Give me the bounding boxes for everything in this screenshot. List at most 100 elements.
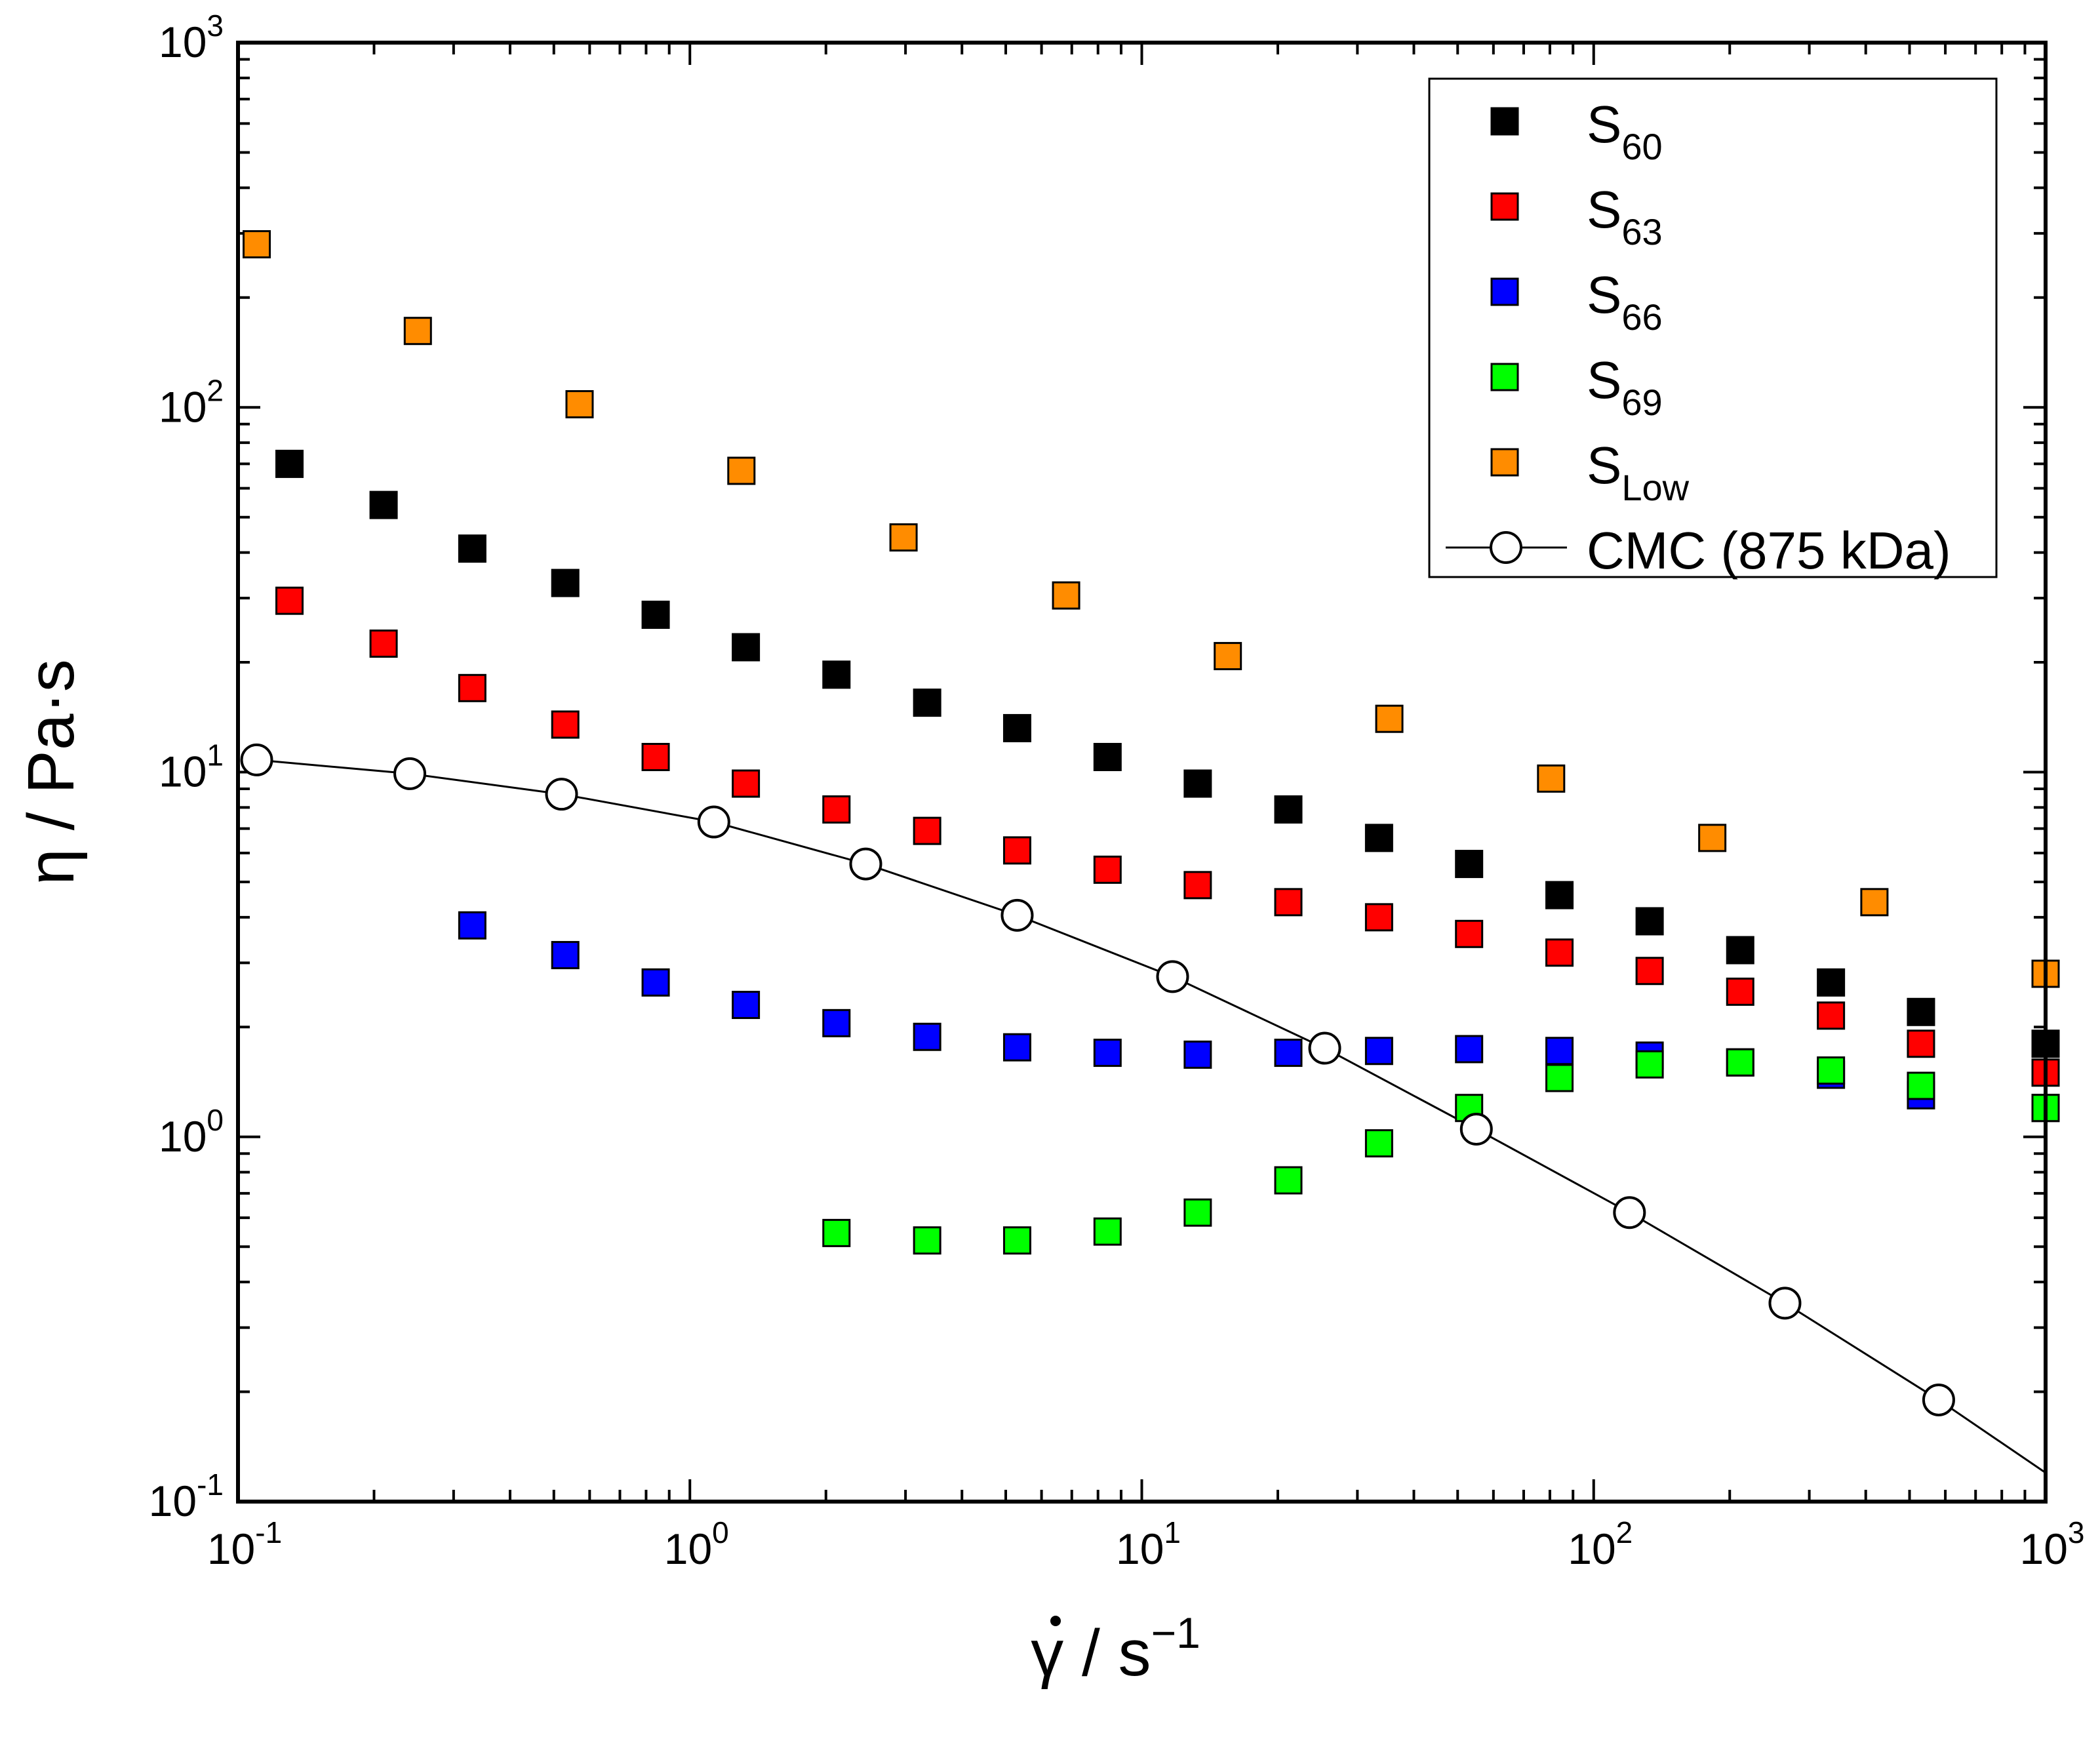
legend-marker: [1490, 192, 1519, 221]
legend-marker: [1490, 531, 1522, 564]
point-s60: [913, 689, 941, 717]
point-s63: [913, 816, 941, 845]
point-s63: [458, 673, 486, 702]
legend-label: CMC (875 kDa): [1587, 521, 1951, 580]
point-s69: [1907, 1071, 1935, 1100]
point-cmc-875-kda: [1308, 1031, 1341, 1065]
point-s63: [1093, 855, 1122, 884]
x-tick-labels: 10-1 100 101 102 103: [207, 1515, 2085, 1573]
point-s69: [1002, 1226, 1031, 1255]
point-slow: [243, 230, 271, 259]
point-s63: [1364, 903, 1393, 932]
y-tick-labels: 10-1 100 101 102 103: [149, 9, 224, 1525]
point-s66: [732, 991, 761, 1020]
point-s63: [1274, 888, 1303, 917]
legend-item-s69: S69: [1490, 351, 1663, 423]
point-s63: [1545, 938, 1574, 967]
point-slow: [1214, 642, 1242, 671]
legend-label: S66: [1587, 266, 1663, 338]
x-tick-label: 10-1: [207, 1515, 282, 1573]
point-s60: [1274, 795, 1303, 824]
point-cmc-875-kda: [1768, 1287, 1802, 1320]
point-cmc-875-kda: [849, 847, 882, 881]
x-axis-label-rest: / s: [1063, 1616, 1151, 1690]
point-slow: [1698, 824, 1727, 852]
plot-frame: [236, 41, 2048, 1504]
point-s60: [1183, 769, 1212, 798]
point-cmc-875-kda: [1459, 1112, 1493, 1146]
point-slow: [727, 456, 756, 485]
point-s66: [1545, 1037, 1574, 1066]
point-s63: [1183, 871, 1212, 900]
point-cmc-875-kda: [697, 805, 730, 839]
y-tick-label: 10-1: [149, 1467, 224, 1525]
point-s63: [275, 586, 304, 615]
point-s66: [1455, 1035, 1484, 1064]
point-s60: [1635, 907, 1664, 936]
point-s66: [913, 1022, 941, 1051]
point-s60: [1907, 997, 1935, 1026]
legend-marker: [1490, 448, 1519, 477]
legend-label: S60: [1587, 95, 1663, 167]
legend-item-s66: S66: [1490, 266, 1663, 338]
point-s63: [1002, 836, 1031, 865]
legend-marker: [1490, 363, 1519, 391]
point-slow: [1537, 764, 1566, 793]
y-tick-label: 103: [159, 9, 224, 66]
y-tick-label: 100: [159, 1103, 224, 1161]
point-slow: [403, 317, 432, 346]
legend-item-cmc-875-kda: CMC (875 kDa): [1446, 521, 1951, 580]
point-cmc-875-kda: [1000, 898, 1034, 932]
point-s63: [369, 629, 398, 658]
point-s66: [1183, 1040, 1212, 1069]
legend-label: S69: [1587, 351, 1663, 423]
point-cmc-875-kda: [393, 757, 427, 790]
x-axis-label: γ / s−1: [1031, 1608, 1200, 1690]
point-s60: [1545, 881, 1574, 909]
legend-marker: [1490, 107, 1519, 136]
data-points: [240, 230, 2060, 1416]
point-s69: [1817, 1056, 1846, 1085]
point-s60: [1093, 742, 1122, 771]
legend-label: S63: [1587, 180, 1663, 252]
point-s60: [1364, 824, 1393, 852]
point-slow: [1052, 581, 1080, 610]
point-slow: [889, 523, 918, 552]
legend-item-s63: S63: [1490, 180, 1663, 252]
point-s60: [369, 490, 398, 519]
point-s69: [1183, 1198, 1212, 1227]
x-axis-label-group: γ / s−1: [1031, 1608, 1200, 1690]
point-slow: [1860, 888, 1889, 917]
y-axis-label-group: η / Pa·s: [14, 659, 88, 885]
x-axis-label-symbol: γ: [1031, 1616, 1063, 1690]
point-s69: [1093, 1217, 1122, 1246]
point-s63: [1817, 1001, 1846, 1030]
point-s60: [458, 534, 486, 563]
point-s60: [1002, 713, 1031, 742]
point-s60: [732, 633, 761, 662]
point-s63: [732, 769, 761, 798]
point-s69: [1545, 1064, 1574, 1092]
point-s60: [275, 449, 304, 478]
point-cmc-875-kda: [545, 778, 578, 811]
point-cmc-875-kda: [1613, 1196, 1646, 1229]
point-s66: [551, 941, 580, 970]
point-s63: [1726, 977, 1754, 1006]
legend-item-slow: SLow: [1490, 436, 1690, 508]
point-s69: [913, 1226, 941, 1255]
point-s66: [1274, 1039, 1303, 1068]
legend-label: SLow: [1587, 436, 1690, 508]
point-s60: [641, 601, 670, 629]
point-s66: [641, 968, 670, 997]
x-tick-label: 100: [664, 1515, 729, 1573]
point-s60: [551, 569, 580, 597]
x-tick-label: 103: [2019, 1515, 2084, 1573]
point-s60: [1726, 936, 1754, 965]
point-s69: [1635, 1050, 1664, 1079]
point-slow: [1375, 704, 1404, 733]
point-s63: [1907, 1029, 1935, 1058]
x-tick-label: 101: [1116, 1515, 1181, 1573]
legend-marker: [1490, 277, 1519, 306]
point-cmc-875-kda: [240, 743, 273, 776]
